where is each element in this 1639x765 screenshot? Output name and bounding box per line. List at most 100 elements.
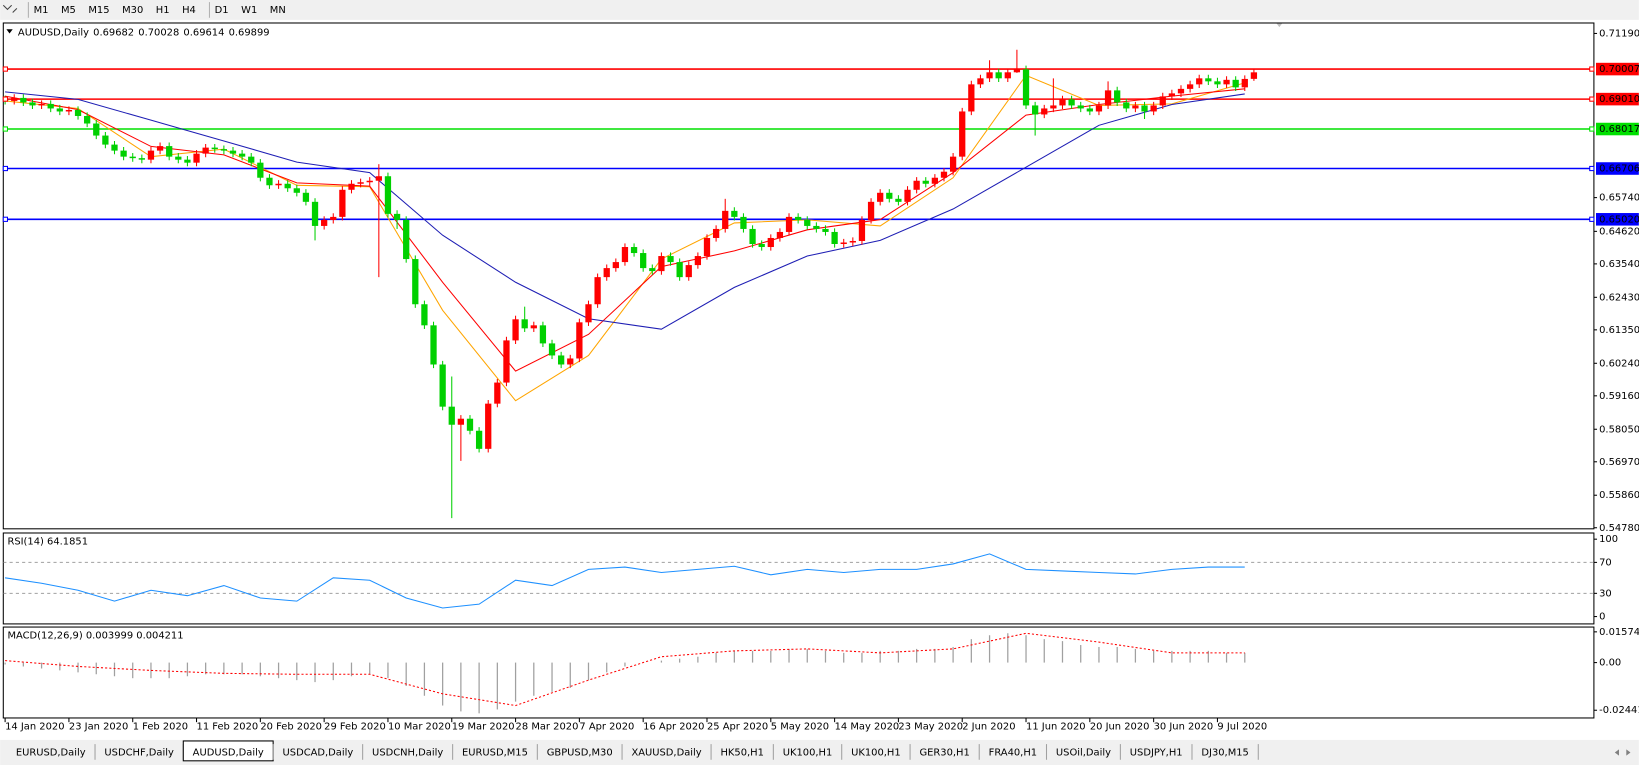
candle-body bbox=[184, 159, 191, 163]
candle-body bbox=[421, 304, 428, 326]
tab-label[interactable]: DJ30,M15 bbox=[1201, 747, 1248, 758]
candle-body bbox=[330, 216, 337, 220]
timeframe-button[interactable]: MN bbox=[270, 5, 286, 16]
price-level-label: 0.65020 bbox=[1599, 214, 1639, 225]
x-tick-label: 1 Feb 2020 bbox=[133, 721, 188, 732]
y-tick-label: 0.55860 bbox=[1599, 490, 1639, 501]
candle-body bbox=[722, 210, 729, 229]
candle-body bbox=[977, 78, 984, 85]
header-price: 0.69899 bbox=[229, 27, 270, 38]
tab-label[interactable]: EURUSD,Daily bbox=[16, 747, 86, 758]
candle-body bbox=[439, 364, 446, 407]
candle-body bbox=[1223, 79, 1230, 85]
x-tick-label: 23 Jan 2020 bbox=[69, 721, 128, 732]
tab-label[interactable]: FRA40,H1 bbox=[989, 747, 1037, 758]
candle-body bbox=[667, 256, 674, 263]
candle-body bbox=[1205, 78, 1212, 82]
tab-label[interactable]: UK100,H1 bbox=[851, 747, 901, 758]
candle-body bbox=[640, 253, 647, 269]
x-tick-label: 28 Mar 2020 bbox=[516, 721, 579, 732]
panel-frame bbox=[2, 532, 1595, 625]
timeframe-button[interactable]: D1 bbox=[215, 5, 229, 16]
header-price: 0.70028 bbox=[138, 27, 179, 38]
x-tick-label: 14 Jan 2020 bbox=[5, 721, 64, 732]
tab-label[interactable]: UK100,H1 bbox=[783, 747, 833, 758]
y-tick-label: 0.59160 bbox=[1599, 391, 1639, 402]
candle-body bbox=[311, 201, 319, 226]
y-tick-label: 0.54780 bbox=[1599, 523, 1639, 534]
price-level-box bbox=[1595, 92, 1639, 106]
tab-scroll bbox=[1614, 749, 1631, 756]
moving-average bbox=[5, 74, 1245, 402]
candle-body bbox=[20, 97, 27, 103]
candle-body bbox=[393, 213, 401, 220]
timeframe-button[interactable]: M15 bbox=[88, 5, 109, 16]
timeframe-button[interactable]: M30 bbox=[122, 5, 143, 16]
level-handle bbox=[2, 165, 8, 172]
candle-body bbox=[703, 237, 711, 257]
timeframe-button[interactable]: M5 bbox=[61, 5, 76, 16]
candle-body bbox=[1250, 72, 1258, 79]
header-arrow bbox=[6, 29, 13, 34]
candle-body bbox=[1150, 105, 1157, 112]
candle-body bbox=[220, 149, 228, 151]
candle-body bbox=[1168, 93, 1176, 97]
candle-body bbox=[375, 176, 382, 181]
tab-label[interactable]: AUDUSD,Daily bbox=[193, 747, 264, 758]
candle-body bbox=[877, 192, 884, 202]
y-tick-label: 0.60240 bbox=[1599, 358, 1639, 369]
candle-body bbox=[1141, 105, 1148, 112]
candle-body bbox=[840, 242, 847, 245]
x-tick-label: 20 Jun 2020 bbox=[1090, 721, 1150, 732]
candle-body bbox=[366, 180, 373, 183]
tab-label[interactable]: USDJPY,H1 bbox=[1130, 747, 1183, 758]
candle-body bbox=[56, 108, 63, 112]
timeframe-button[interactable]: H1 bbox=[156, 5, 170, 16]
x-tick-label: 20 Feb 2020 bbox=[260, 721, 322, 732]
candle-body bbox=[1095, 105, 1103, 112]
rsi-line bbox=[4, 553, 1245, 609]
candle-body bbox=[147, 150, 155, 160]
panel-frame bbox=[2, 22, 1595, 530]
tab-label[interactable]: EURUSD,M15 bbox=[462, 747, 528, 758]
timeframe-button[interactable]: W1 bbox=[241, 5, 257, 16]
candle-body bbox=[1059, 99, 1066, 106]
shift-marker bbox=[1276, 22, 1283, 28]
candle-body bbox=[266, 177, 273, 186]
candle-body bbox=[357, 182, 364, 184]
candle-body bbox=[1114, 90, 1121, 103]
candle-body bbox=[348, 183, 355, 190]
candle-body bbox=[1032, 105, 1039, 115]
candle-body bbox=[813, 225, 820, 229]
candle-body bbox=[1086, 108, 1093, 112]
candle-body bbox=[47, 103, 54, 109]
candle-body bbox=[758, 244, 765, 248]
tab-label[interactable]: USOil,Daily bbox=[1056, 747, 1111, 758]
candle-body bbox=[621, 247, 629, 263]
x-tick-label: 11 Jun 2020 bbox=[1026, 721, 1086, 732]
price-level-box bbox=[1595, 213, 1639, 226]
tab-label[interactable]: XAUUSD,Daily bbox=[631, 747, 701, 758]
candle-body bbox=[111, 144, 118, 151]
toolbar bbox=[0, 0, 1639, 20]
timeframe-button[interactable]: M1 bbox=[34, 5, 49, 16]
timeframe-button[interactable]: H4 bbox=[182, 5, 196, 16]
x-tick-label: 2 Jun 2020 bbox=[962, 721, 1015, 732]
tab-label[interactable]: GER30,H1 bbox=[919, 747, 969, 758]
price-level-label: 0.68017 bbox=[1599, 124, 1639, 135]
candle-body bbox=[867, 201, 875, 220]
tab-label[interactable]: HK50,H1 bbox=[720, 747, 763, 758]
x-tick-label: 10 Mar 2020 bbox=[388, 721, 451, 732]
x-tick-label: 23 May 2020 bbox=[898, 721, 963, 732]
candle-body bbox=[895, 198, 902, 202]
x-tick-label: 11 Feb 2020 bbox=[197, 721, 259, 732]
tab-label[interactable]: GBPUSD,M30 bbox=[547, 747, 613, 758]
candle-body bbox=[1104, 90, 1112, 106]
tab-label[interactable]: USDCAD,Daily bbox=[283, 747, 354, 758]
tab-label[interactable]: USDCNH,Daily bbox=[372, 747, 443, 758]
candle-body bbox=[257, 162, 264, 178]
candle-body bbox=[521, 319, 528, 329]
candle-body bbox=[612, 262, 619, 269]
y-tick-label: 0.56970 bbox=[1599, 457, 1639, 468]
tab-label[interactable]: USDCHF,Daily bbox=[104, 747, 174, 758]
